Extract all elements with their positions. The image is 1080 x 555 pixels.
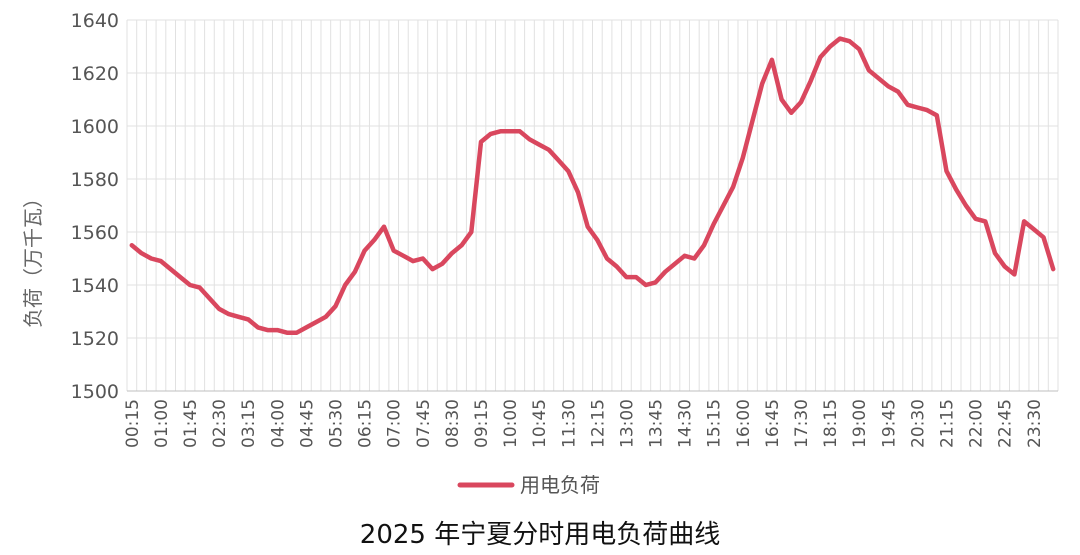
- y-tick-label: 1500: [71, 381, 119, 403]
- y-axis-label: 负荷（万千瓦）: [21, 188, 45, 328]
- x-tick-label: 21:15: [937, 399, 957, 448]
- series-lines: [129, 36, 1056, 335]
- x-tick-label: 14:30: [676, 399, 696, 448]
- y-axis: 1500 1520 1540 1560 1580 1600 1620 1640: [71, 10, 119, 403]
- x-tick-label: 12:15: [588, 399, 608, 448]
- x-tick-label: 17:30: [792, 399, 812, 448]
- x-tick-label: 09:15: [472, 399, 492, 448]
- x-tick-label: 03:15: [239, 399, 259, 448]
- x-tick-label: 19:00: [850, 399, 870, 448]
- x-axis: 00:15 01:00 01:45 02:30 03:15 04:00 04:45 05:30…: [123, 399, 1045, 448]
- y-tick-label: 1580: [71, 169, 119, 191]
- x-tick-label: 22:45: [996, 399, 1016, 448]
- x-tick-label: 08:30: [443, 399, 463, 448]
- x-tick-label: 02:30: [210, 399, 230, 448]
- x-tick-label: 10:00: [501, 399, 521, 448]
- legend: 用电负荷: [457, 473, 600, 497]
- x-tick-label: 05:30: [327, 399, 347, 448]
- x-tick-label: 22:00: [967, 399, 987, 448]
- x-tick-label: 16:45: [763, 399, 783, 448]
- x-tick-label: 20:30: [908, 399, 928, 448]
- legend-label: 用电负荷: [520, 473, 600, 497]
- x-tick-label: 00:15: [123, 399, 143, 448]
- series-line-load: [129, 36, 1056, 335]
- x-tick-label: 04:45: [297, 399, 317, 448]
- x-tick-label: 23:30: [1025, 399, 1045, 448]
- x-tick-label: 13:00: [617, 399, 637, 448]
- y-tick-label: 1620: [71, 63, 119, 85]
- x-tick-label: 01:45: [181, 399, 201, 448]
- x-tick-label: 16:00: [734, 399, 754, 448]
- x-tick-label: 19:45: [879, 399, 899, 448]
- y-tick-label: 1600: [71, 116, 119, 138]
- x-tick-label: 07:00: [385, 399, 405, 448]
- x-tick-label: 18:15: [821, 399, 841, 448]
- y-tick-label: 1560: [71, 222, 119, 244]
- x-tick-label: 11:30: [559, 399, 579, 448]
- x-tick-label: 13:45: [647, 399, 667, 448]
- line-chart: 1500 1520 1540 1560 1580 1600 1620 1640 00:15 01…: [21, 10, 1059, 497]
- x-tick-label: 07:45: [414, 399, 434, 448]
- x-tick-label: 04:00: [268, 399, 288, 448]
- x-tick-label: 01:00: [152, 399, 172, 448]
- y-tick-label: 1520: [71, 328, 119, 350]
- grid: [126, 19, 1059, 392]
- y-tick-label: 1540: [71, 275, 119, 297]
- x-tick-label: 15:15: [705, 399, 725, 448]
- chart-title: 2025 年宁夏分时用电负荷曲线: [359, 520, 721, 550]
- y-tick-label: 1640: [71, 10, 119, 32]
- x-tick-label: 06:15: [356, 399, 376, 448]
- x-tick-label: 10:45: [530, 399, 550, 448]
